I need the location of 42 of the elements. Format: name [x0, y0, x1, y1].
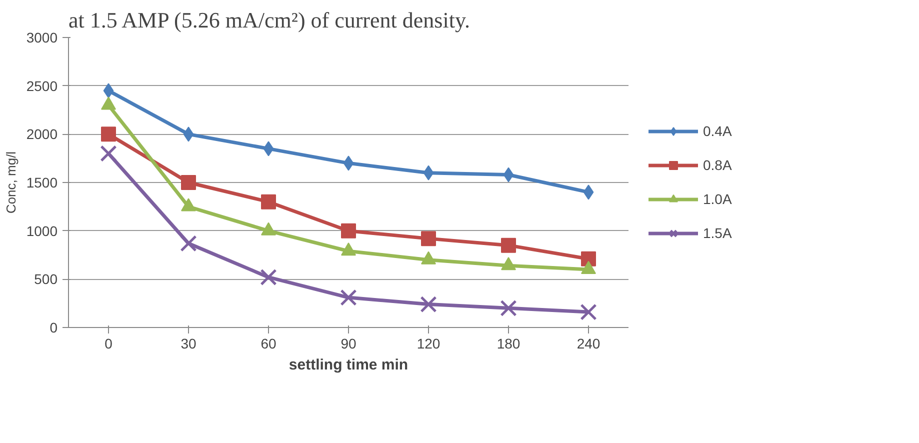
legend-label: 1.5A [703, 225, 732, 241]
point [103, 83, 114, 98]
y-tick-label: 2000 [26, 126, 58, 142]
x-tick-label: 240 [576, 336, 600, 352]
y-tick-label: 0 [50, 320, 58, 336]
point [503, 167, 514, 182]
y-tick-label: 1500 [26, 174, 58, 190]
point [343, 156, 354, 171]
point [263, 141, 274, 156]
point [180, 235, 197, 252]
point [501, 238, 516, 253]
x-tick-label: 90 [340, 336, 356, 352]
point [340, 289, 357, 306]
y-tick-label: 3000 [26, 30, 58, 46]
point [421, 231, 436, 246]
x-tick-label: 30 [180, 336, 196, 352]
legend-label: 0.8A [703, 157, 732, 173]
point [581, 251, 596, 266]
y-tick-label: 500 [34, 271, 58, 288]
point [260, 268, 277, 286]
point [183, 126, 194, 142]
legend-label: 1.0A [703, 191, 732, 207]
y-axis-title: Conc, mg/l [3, 151, 18, 214]
x-tick-label: 180 [496, 336, 520, 352]
point [420, 296, 437, 313]
y-tick-label: 1000 [26, 222, 58, 239]
point [101, 126, 116, 142]
point [500, 300, 517, 316]
legend-label: 0.4A [703, 123, 732, 139]
y-tick-label: 2500 [26, 78, 58, 94]
point [181, 175, 196, 190]
point [100, 145, 117, 162]
text: at 1.5 AMP (5.26 mA/cm²) of current density. [68, 8, 470, 32]
point [261, 194, 276, 210]
x-tick-label: 0 [104, 336, 113, 352]
x-tick-label: 120 [416, 336, 440, 352]
point [423, 165, 434, 180]
x-axis-title: settling time min [288, 356, 408, 374]
point [583, 184, 594, 200]
point [580, 304, 597, 320]
x-tick-label: 60 [260, 336, 276, 352]
point [341, 223, 356, 238]
